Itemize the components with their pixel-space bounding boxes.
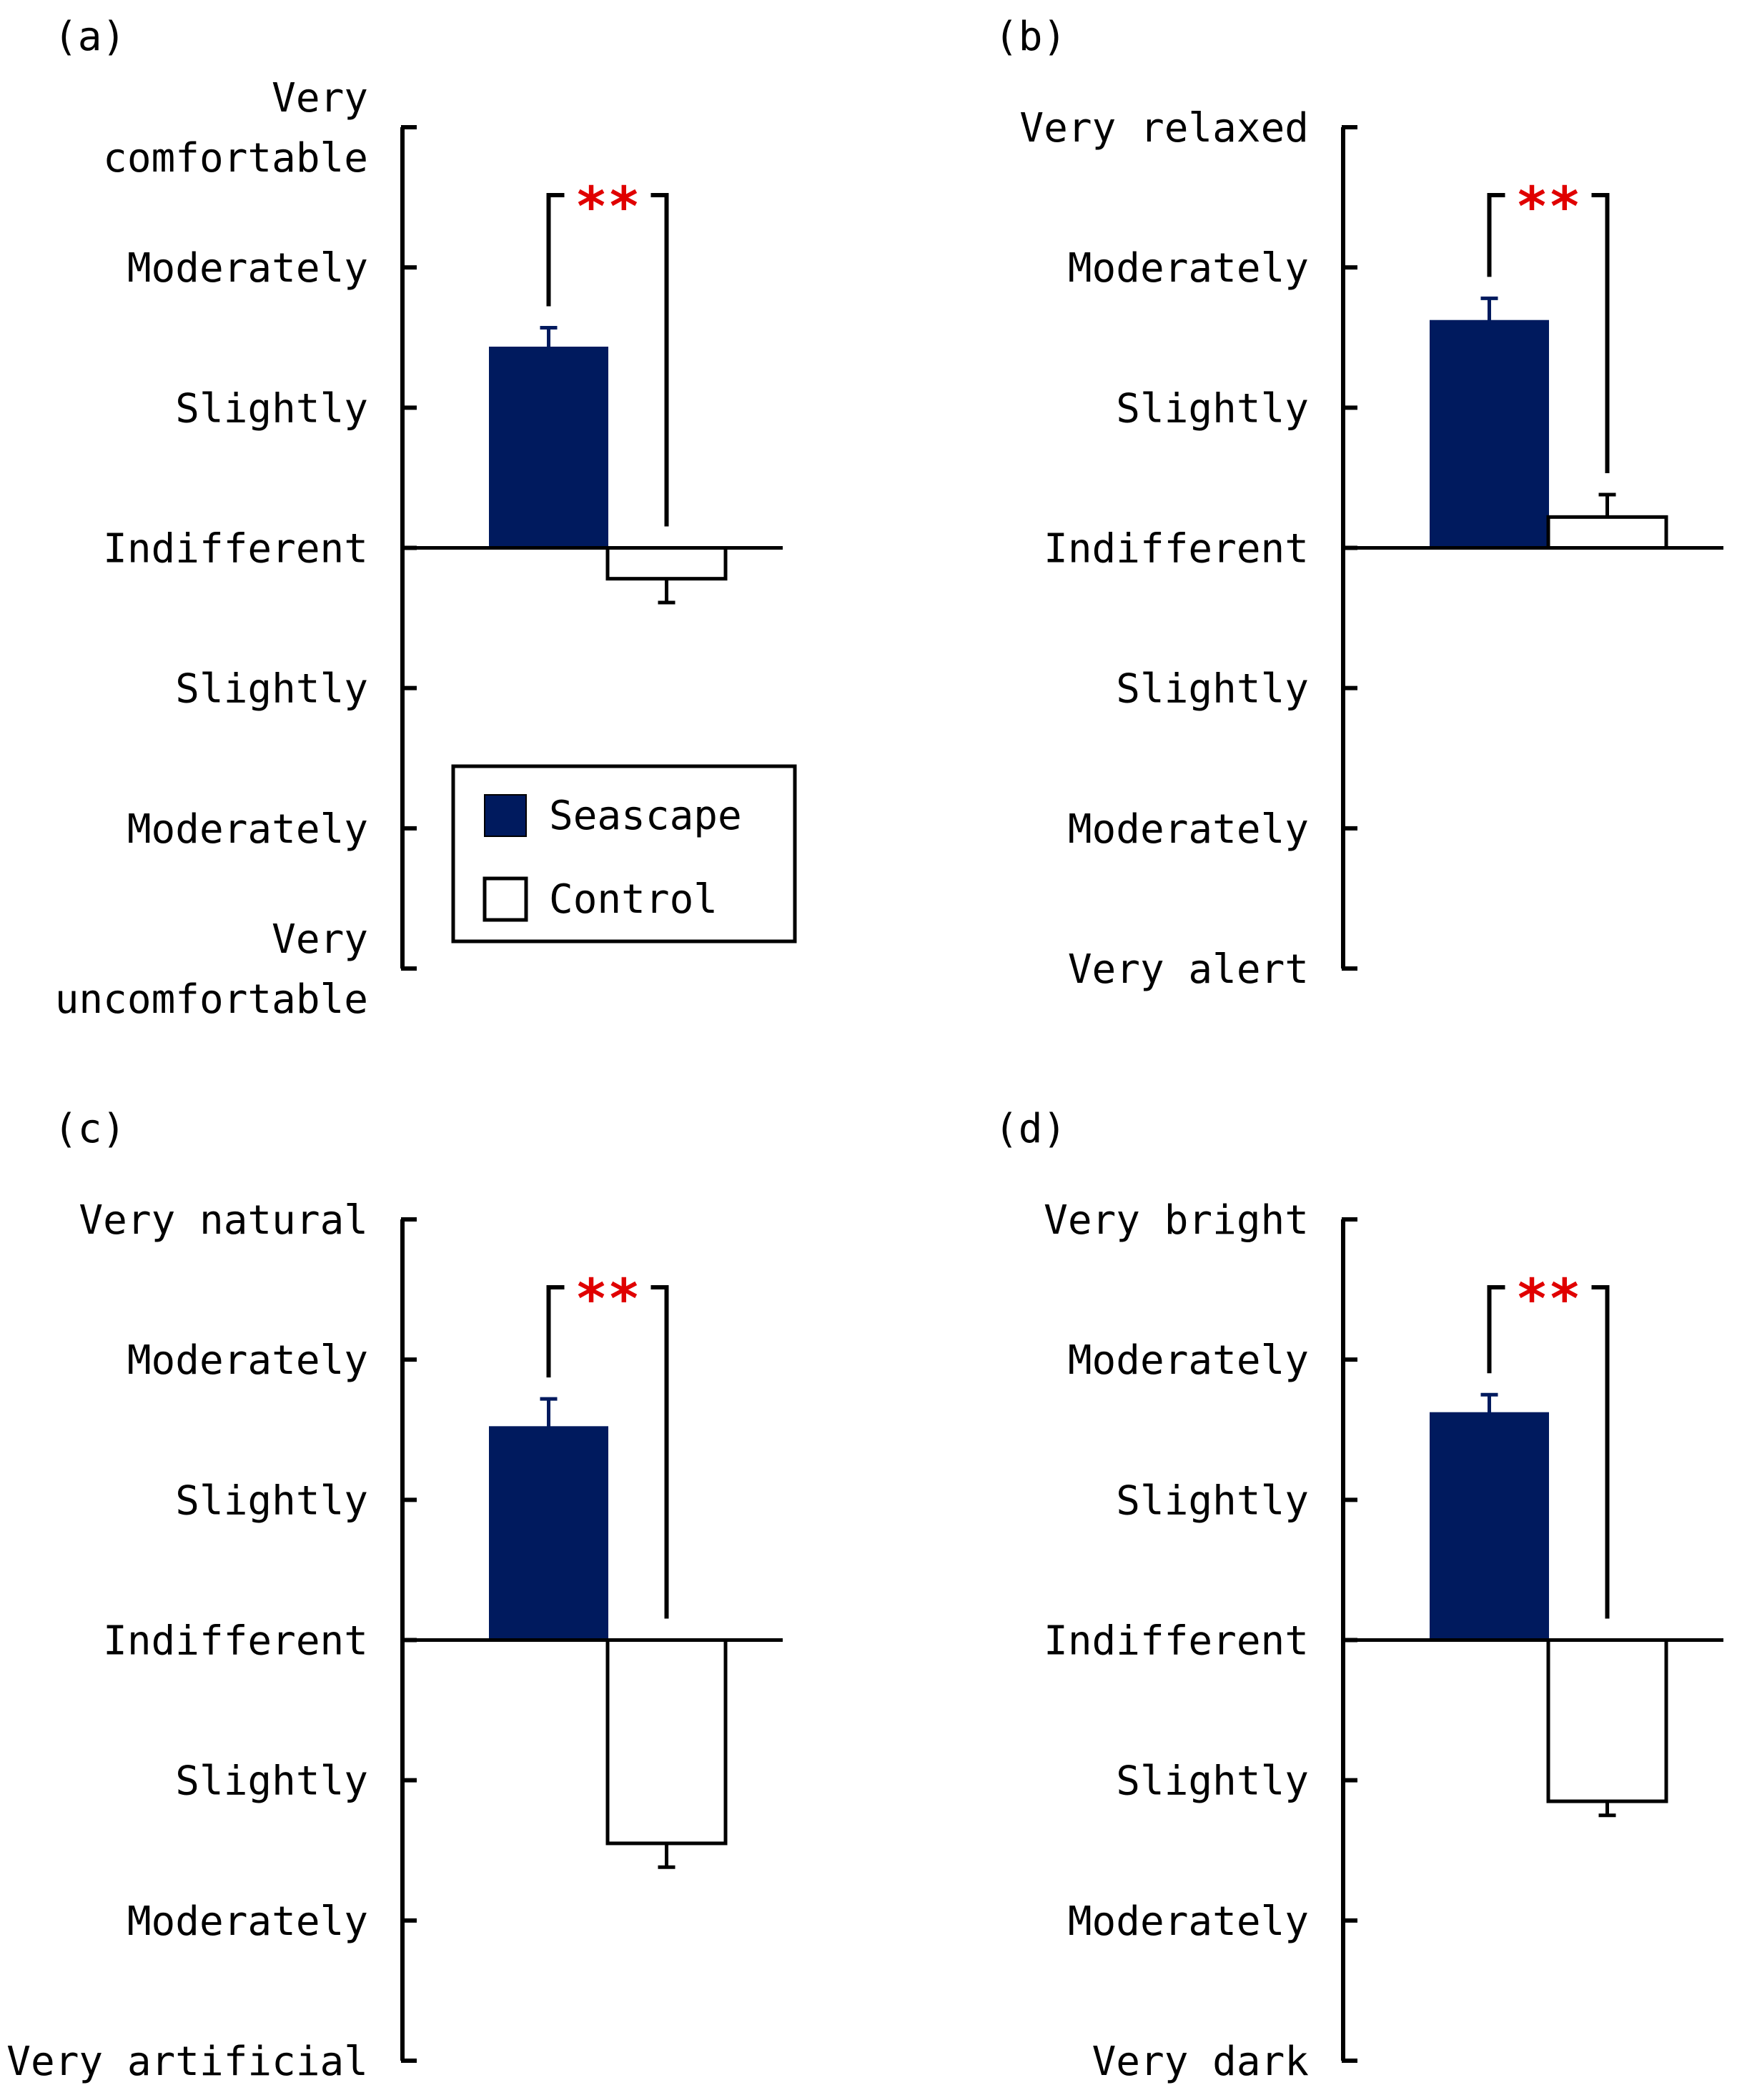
- y-tick-label-line: Slightly: [1116, 385, 1309, 432]
- y-tick-label: Slightly: [175, 666, 368, 713]
- y-tick-label: Slightly: [1116, 1758, 1309, 1805]
- significance-bracket: [1487, 193, 1505, 277]
- y-tick-label: Very alert: [1068, 946, 1309, 993]
- y-tick-label-line: Moderately: [1068, 245, 1309, 292]
- y-tick-label-line: Slightly: [175, 666, 368, 713]
- y-tick-label: Indifferent: [103, 1618, 368, 1665]
- y-tick-label: Very comfortable: [103, 75, 368, 182]
- y-tick-label: Very bright: [1044, 1197, 1309, 1244]
- y-tick-label: Indifferent: [1044, 526, 1309, 573]
- panel-label: (c): [54, 1106, 126, 1152]
- chart-panel-a: (a) Very comfortable Moderately Slightly Indi…: [54, 14, 783, 1023]
- significance-bracket: [1487, 1285, 1505, 1374]
- y-tick-label: Very relaxed: [1019, 105, 1309, 152]
- bar-control: [1546, 1638, 1668, 1803]
- y-tick-label: Moderately: [127, 245, 368, 292]
- y-tick-label: Indifferent: [1044, 1618, 1309, 1665]
- y-tick-label-line: Very dark: [1092, 2039, 1309, 2085]
- y-tick-label-line: Slightly: [1116, 1758, 1309, 1805]
- significance-marker: **: [1515, 1267, 1581, 1330]
- bar-seascape: [489, 1426, 608, 1641]
- y-tick-label: Slightly: [175, 385, 368, 432]
- bar-seascape: [489, 346, 608, 549]
- legend-swatch-control: [482, 876, 528, 922]
- chart-panel-b: (b) Very relaxed Moderately Slightly Indiffe…: [994, 14, 1723, 993]
- y-tick-label-line: Moderately: [127, 1898, 368, 1945]
- y-tick-label-line: Very: [272, 916, 368, 963]
- y-tick-label-line: Slightly: [175, 1477, 368, 1524]
- y-tick-label-line: Moderately: [127, 245, 368, 292]
- y-tick-label-line: Very bright: [1044, 1197, 1309, 1244]
- y-tick-label: Indifferent: [103, 526, 368, 573]
- y-tick-label: Moderately: [1068, 1898, 1309, 1945]
- y-tick-label: Slightly: [1116, 1477, 1309, 1524]
- significance-bracket: [546, 1285, 565, 1378]
- y-tick-label: Moderately: [127, 1898, 368, 1945]
- bar-seascape: [1430, 320, 1549, 549]
- y-tick-label-line: Moderately: [1068, 1898, 1309, 1945]
- panel-label: (d): [994, 1106, 1067, 1152]
- y-tick-label-line: Slightly: [175, 1758, 368, 1805]
- y-tick-label-line: Moderately: [1068, 806, 1309, 853]
- bar-control: [605, 546, 728, 581]
- significance-marker: **: [1515, 174, 1581, 238]
- y-tick-label: Slightly: [1116, 666, 1309, 713]
- y-tick-label-line: Very: [272, 75, 368, 122]
- y-tick-label-line: Indifferent: [1044, 1618, 1309, 1665]
- y-tick-label-line: Very relaxed: [1019, 105, 1309, 152]
- panel-label: (a): [54, 14, 126, 60]
- y-tick-label: Very uncomfortable: [55, 916, 368, 1023]
- y-tick-label: Slightly: [175, 1477, 368, 1524]
- y-tick-label: Moderately: [127, 1337, 368, 1384]
- y-tick-label-line: Slightly: [1116, 1477, 1309, 1524]
- y-tick-label: Very artificial: [6, 2039, 368, 2085]
- y-tick-label: Moderately: [1068, 1337, 1309, 1384]
- significance-bracket: [650, 193, 669, 527]
- y-tick-label-line: Very alert: [1068, 946, 1309, 993]
- y-tick-label: Slightly: [1116, 385, 1309, 432]
- y-tick-label-line: Indifferent: [103, 526, 368, 573]
- bar-control: [605, 1638, 728, 1846]
- y-tick-label-line: Moderately: [127, 806, 368, 853]
- y-tick-label: Moderately: [1068, 245, 1309, 292]
- significance-bracket: [1591, 1285, 1610, 1619]
- y-tick-label-line: Indifferent: [1044, 526, 1309, 573]
- y-tick-label: Very natural: [79, 1197, 368, 1244]
- y-tick-label-line: uncomfortable: [55, 976, 368, 1023]
- y-tick-label-line: Moderately: [1068, 1337, 1309, 1384]
- significance-bracket: [650, 1285, 669, 1619]
- bar-seascape: [1430, 1412, 1549, 1641]
- legend-swatch-seascape: [484, 794, 527, 837]
- legend-label-seascape: Seascape: [549, 793, 742, 839]
- y-tick-label-line: Moderately: [127, 1337, 368, 1384]
- panel-label: (b): [994, 14, 1067, 60]
- chart-panel-c: (c) Very natural Moderately Slightly Indiffe…: [6, 1106, 783, 2085]
- significance-marker: **: [575, 174, 640, 238]
- y-tick-label-line: Very artificial: [6, 2039, 368, 2085]
- legend: Seascape Control: [451, 764, 797, 943]
- y-tick-label: Moderately: [1068, 806, 1309, 853]
- y-tick-label: Slightly: [175, 1758, 368, 1805]
- significance-marker: **: [575, 1267, 640, 1330]
- y-tick-label-line: Slightly: [1116, 666, 1309, 713]
- y-tick-label-line: comfortable: [103, 135, 368, 182]
- y-tick-label: Very dark: [1092, 2039, 1309, 2085]
- bar-control: [1546, 515, 1668, 550]
- y-tick-label-line: Very natural: [79, 1197, 368, 1244]
- y-tick-label-line: Slightly: [175, 385, 368, 432]
- y-tick-label-line: Indifferent: [103, 1618, 368, 1665]
- significance-bracket: [546, 193, 565, 307]
- legend-label-control: Control: [549, 876, 718, 923]
- chart-panel-d: (d) Very bright Moderately Slightly Indiffer…: [994, 1106, 1723, 2085]
- y-tick-label: Moderately: [127, 806, 368, 853]
- significance-bracket: [1591, 193, 1610, 473]
